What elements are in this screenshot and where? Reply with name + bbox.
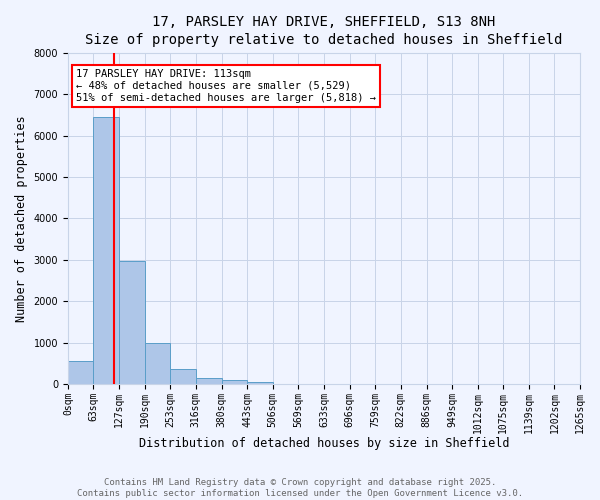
Bar xyxy=(247,382,273,384)
Bar xyxy=(145,344,170,384)
Bar xyxy=(119,260,145,384)
Bar xyxy=(222,380,247,384)
Text: 17 PARSLEY HAY DRIVE: 113sqm
← 48% of detached houses are smaller (5,529)
51% of: 17 PARSLEY HAY DRIVE: 113sqm ← 48% of de… xyxy=(76,70,376,102)
Bar xyxy=(170,369,196,384)
X-axis label: Distribution of detached houses by size in Sheffield: Distribution of detached houses by size … xyxy=(139,437,509,450)
Text: Contains HM Land Registry data © Crown copyright and database right 2025.
Contai: Contains HM Land Registry data © Crown c… xyxy=(77,478,523,498)
Bar xyxy=(68,361,94,384)
Y-axis label: Number of detached properties: Number of detached properties xyxy=(15,115,28,322)
Title: 17, PARSLEY HAY DRIVE, SHEFFIELD, S13 8NH
Size of property relative to detached : 17, PARSLEY HAY DRIVE, SHEFFIELD, S13 8N… xyxy=(85,15,563,48)
Bar xyxy=(196,378,222,384)
Bar xyxy=(94,117,119,384)
